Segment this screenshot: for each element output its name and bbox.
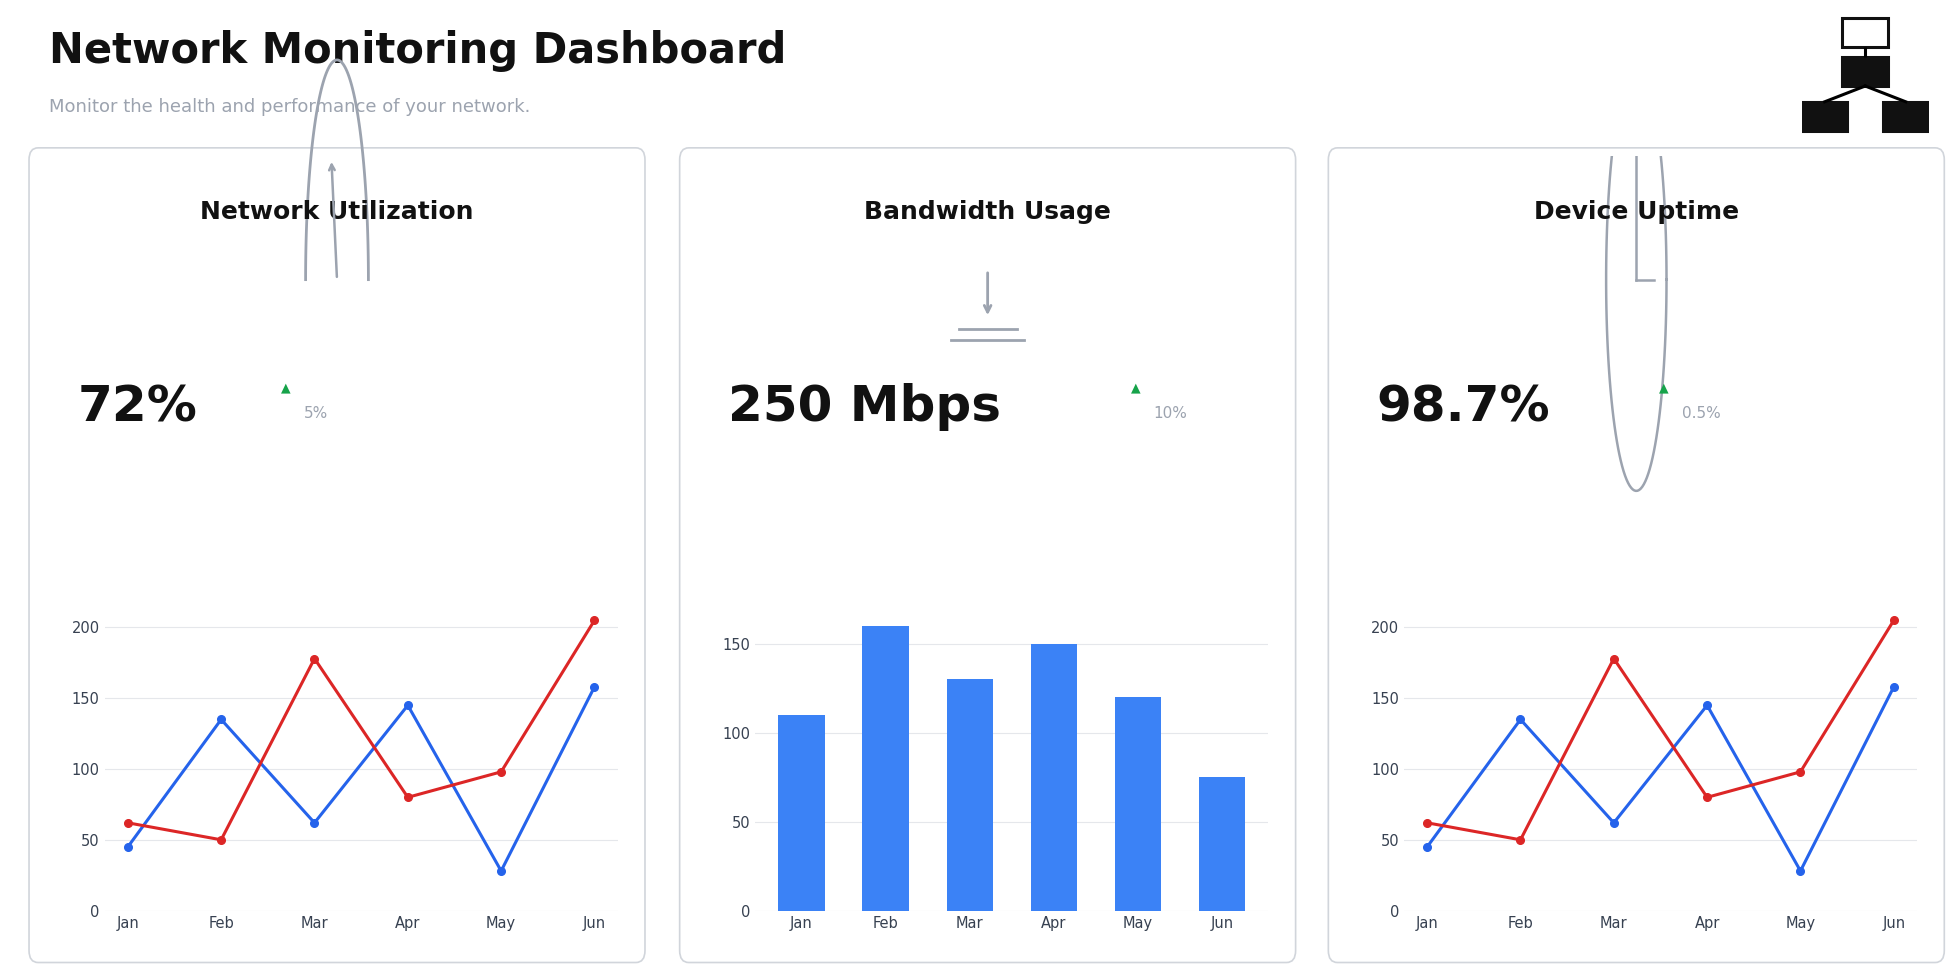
Text: ▲: ▲ <box>1658 381 1667 393</box>
Text: Network Utilization: Network Utilization <box>201 200 473 224</box>
Bar <box>947 679 993 911</box>
Text: Monitor the health and performance of your network.: Monitor the health and performance of yo… <box>49 98 530 116</box>
FancyBboxPatch shape <box>29 148 645 962</box>
Bar <box>779 715 824 911</box>
Bar <box>1030 644 1077 911</box>
FancyBboxPatch shape <box>1884 102 1929 131</box>
FancyBboxPatch shape <box>1802 102 1847 131</box>
Text: 0.5%: 0.5% <box>1681 406 1720 422</box>
Text: 10%: 10% <box>1153 406 1188 422</box>
Text: Device Uptime: Device Uptime <box>1533 200 1740 224</box>
FancyBboxPatch shape <box>1843 57 1888 86</box>
FancyBboxPatch shape <box>1843 18 1888 47</box>
Text: Bandwidth Usage: Bandwidth Usage <box>865 200 1110 224</box>
Bar <box>1114 697 1161 911</box>
FancyBboxPatch shape <box>1329 148 1944 962</box>
FancyBboxPatch shape <box>680 148 1295 962</box>
Bar <box>863 626 908 911</box>
Text: Network Monitoring Dashboard: Network Monitoring Dashboard <box>49 30 787 72</box>
Bar <box>1200 777 1245 911</box>
Text: ▲: ▲ <box>281 381 290 393</box>
Text: 250 Mbps: 250 Mbps <box>729 384 1001 431</box>
Text: 98.7%: 98.7% <box>1377 384 1551 431</box>
Text: ▲: ▲ <box>1130 381 1140 393</box>
Text: 72%: 72% <box>78 384 197 431</box>
Text: 5%: 5% <box>304 406 327 422</box>
